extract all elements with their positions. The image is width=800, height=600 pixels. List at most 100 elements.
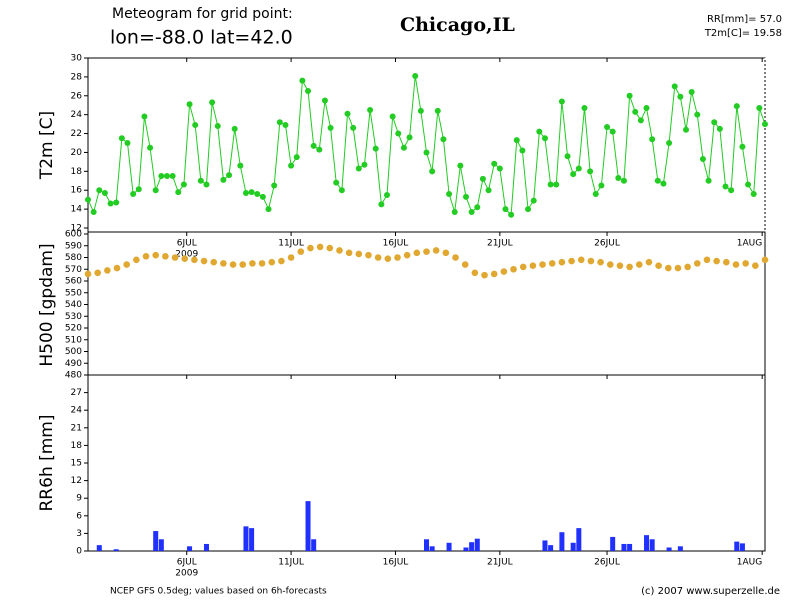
temperature-point [226,172,233,179]
temperature-point [310,142,317,149]
y-tick-label: 550 [65,288,82,298]
temperature-point [632,108,639,115]
temperature-point [570,171,577,178]
height-point [452,254,459,261]
height-point [577,256,585,264]
height-point [355,250,363,258]
height-point [635,261,643,268]
y-tick-label: 530 [65,312,82,322]
height-point [529,262,537,270]
temperature-point [400,144,407,151]
height-point [752,262,759,270]
temperature-point [237,162,244,169]
height-point [394,254,401,261]
temperature-point [96,187,103,194]
height-point [162,253,169,260]
precip-bar [739,543,745,551]
temperature-point [169,173,176,180]
y-tick-label: 24 [71,110,83,120]
temperature-point [598,182,605,189]
precip-bar [677,546,683,551]
height-point [490,270,498,278]
temperature-point [293,154,300,161]
temperature-point [666,140,673,146]
precip-bar [734,541,740,551]
temperature-point [434,107,441,114]
temperature-point [688,89,695,95]
temperature-point [231,125,238,132]
height-point [200,257,208,265]
temperature-point [180,181,187,188]
temperature-point [609,128,616,135]
temperature-point [530,197,537,204]
precip-bar [548,545,554,551]
temperature-point [209,99,216,106]
height-point [481,271,488,279]
footer-left: NCEP GFS 0.5deg; values based on 6h-fore… [110,587,327,597]
temperature-point [722,183,729,190]
height-point [413,249,421,257]
temperature-point [254,191,261,197]
height-point [510,265,517,273]
y-tick-label: 480 [65,371,82,381]
y-tick-label: 590 [65,241,82,251]
temperature-point [130,191,137,197]
x-tick-label: 16JUL [383,558,409,568]
temperature-point [649,136,656,143]
height-point [229,261,237,268]
height-point [365,251,372,259]
precip-bar [666,547,672,551]
x-tick-label: 26JUL [594,239,620,249]
y-tick-label: 520 [65,324,82,334]
height-point [742,260,749,267]
y-tick-label: 26 [71,91,83,101]
height-point [181,255,189,262]
y-tick-label: 540 [65,300,82,310]
temperature-point [762,121,768,128]
temperature-point [699,156,706,163]
x-tick-label: 1AUG [737,558,762,568]
height-point [558,258,566,266]
height-point [539,261,546,268]
height-point [152,251,159,259]
y-tick-label: 12 [71,476,82,486]
height-point [239,261,247,268]
temperature-point [321,97,328,104]
location: lon=-88.0 lat=42.0 [110,27,293,49]
y-axis-label: H500 [gpdam] [37,243,57,366]
y-axis-label: T2m [C] [37,111,57,180]
temperature-point [327,124,334,131]
temperature-point [305,88,312,95]
y-tick-label: 27 [71,388,82,398]
precip-bar [203,543,209,551]
temperature-point [508,211,515,218]
y-tick-label: 28 [71,72,83,82]
temperature-point [446,191,453,197]
x-year-label: 2009 [175,569,198,579]
precip-bar [469,542,475,551]
temperature-point [316,146,323,153]
y-tick-label: 16 [71,186,83,196]
height-point [761,256,769,264]
precip-bar [542,540,548,551]
precip-bar [305,501,311,551]
x-tick-label: 21JUL [487,558,513,568]
temperature-point [361,161,368,168]
temperature-point [333,179,340,186]
temperature-point [412,72,419,79]
temperature-point [705,177,712,184]
temperature-point [654,177,661,184]
precip-bar [474,538,480,551]
temperature-point [242,190,249,197]
temperature-point [158,173,165,180]
precip-bar [311,539,317,551]
x-tick-label: 11JUL [278,558,304,568]
y-axis-label: RR6h [mm] [37,414,57,511]
temperature-point [739,143,746,150]
height-point [258,260,266,267]
height-point [94,269,101,277]
height-point [432,247,440,254]
y-tick-label: 15 [71,459,82,469]
precip-bar [463,547,469,551]
temperature-point [141,113,148,120]
